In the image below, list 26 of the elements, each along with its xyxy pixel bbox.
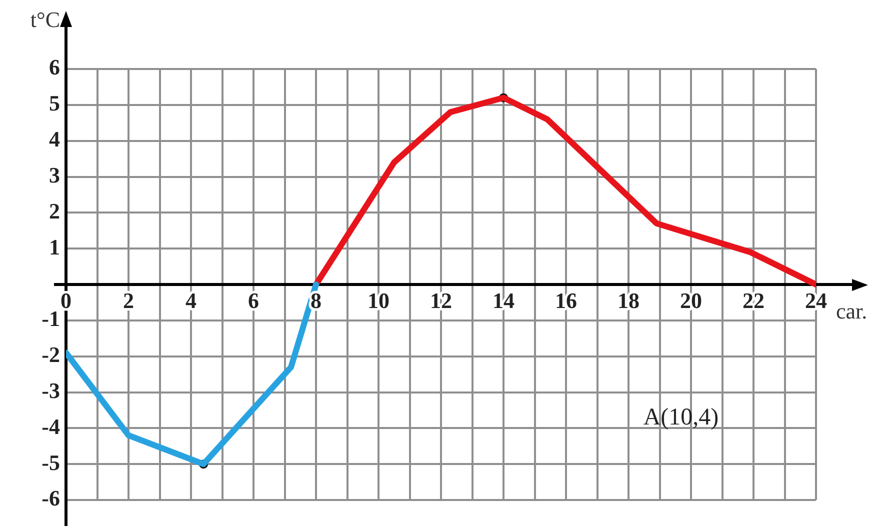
y-tick-label: 6: [49, 54, 60, 80]
y-tick-label: -1: [42, 306, 60, 332]
y-tick-label: -5: [42, 450, 60, 475]
x-axis-title: car.: [836, 298, 868, 324]
x-tick-label: 12: [430, 288, 452, 314]
y-tick-label: -2: [42, 342, 60, 368]
y-tick-label: 5: [49, 90, 60, 116]
x-tick-label: 22: [742, 288, 764, 314]
x-tick-label: 6: [248, 288, 259, 314]
y-tick-label: 2: [49, 198, 60, 224]
y-tick-label: -4: [42, 414, 60, 439]
x-tick-label: 10: [368, 288, 390, 314]
x-tick-label: 24: [805, 288, 827, 314]
x-tick-label: 16: [555, 288, 577, 314]
y-tick-label: -3: [42, 378, 60, 403]
x-tick-label: 14: [492, 288, 514, 314]
x-tick-label: 20: [680, 288, 702, 314]
x-tick-label: 2: [123, 288, 134, 314]
x-tick-label: 18: [618, 288, 640, 314]
y-tick-label: 4: [49, 126, 60, 152]
y-tick-label: 3: [49, 162, 60, 188]
y-axis-title: t°C: [30, 6, 60, 32]
annotation: A(10,4): [643, 404, 719, 430]
y-tick-label: 1: [49, 234, 60, 260]
x-tick-label: 4: [186, 288, 196, 314]
y-tick-label: -6: [42, 486, 60, 511]
